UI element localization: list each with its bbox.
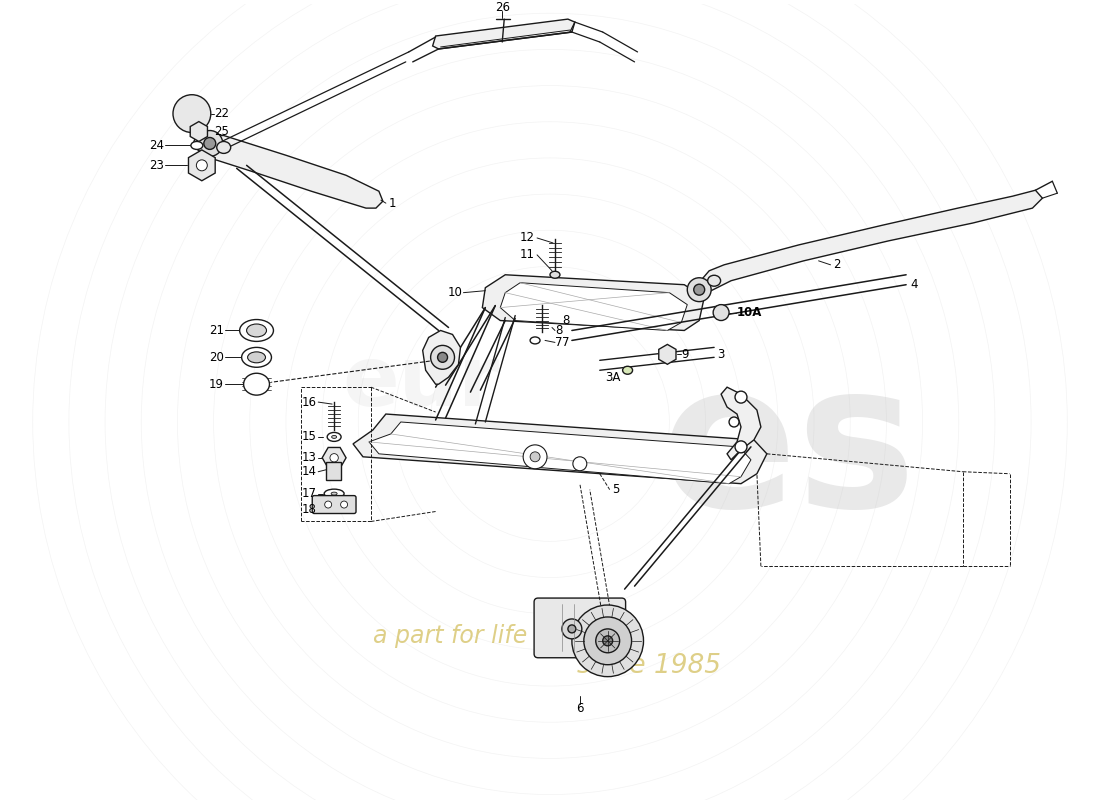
Bar — [327, 462, 341, 480]
Ellipse shape — [623, 366, 632, 374]
Ellipse shape — [324, 489, 344, 498]
Ellipse shape — [327, 433, 341, 442]
Text: 24: 24 — [148, 139, 164, 152]
Circle shape — [735, 441, 747, 453]
Circle shape — [735, 391, 747, 403]
Ellipse shape — [331, 492, 337, 495]
Text: 22: 22 — [213, 107, 229, 120]
Circle shape — [341, 501, 348, 508]
Polygon shape — [483, 274, 704, 330]
Ellipse shape — [550, 271, 560, 278]
Ellipse shape — [707, 275, 721, 286]
Text: 17: 17 — [301, 487, 316, 500]
Circle shape — [596, 629, 619, 653]
Polygon shape — [188, 150, 216, 181]
Text: 11: 11 — [520, 248, 535, 262]
Text: 18: 18 — [301, 503, 316, 516]
Text: since 1985: since 1985 — [578, 653, 722, 678]
Text: 7: 7 — [556, 336, 562, 349]
Ellipse shape — [191, 142, 202, 150]
Circle shape — [603, 636, 613, 646]
Circle shape — [324, 501, 331, 508]
Circle shape — [530, 452, 540, 462]
Text: 1: 1 — [388, 197, 396, 210]
Text: 25: 25 — [213, 125, 229, 138]
Text: es: es — [661, 354, 917, 550]
Text: 16: 16 — [301, 395, 316, 409]
Text: 6: 6 — [576, 702, 584, 715]
Circle shape — [573, 457, 586, 470]
Circle shape — [694, 284, 705, 295]
Polygon shape — [691, 190, 1043, 294]
Ellipse shape — [243, 374, 270, 395]
Text: 9: 9 — [681, 348, 689, 361]
Polygon shape — [500, 282, 688, 330]
Text: 3A: 3A — [605, 370, 620, 384]
Ellipse shape — [217, 142, 231, 154]
Text: 5: 5 — [612, 483, 619, 496]
Circle shape — [173, 94, 211, 133]
Ellipse shape — [240, 319, 274, 342]
Text: 3: 3 — [717, 348, 725, 361]
Text: 20: 20 — [209, 351, 223, 364]
Circle shape — [430, 346, 454, 370]
Text: 2: 2 — [834, 258, 842, 271]
Polygon shape — [659, 344, 676, 364]
Circle shape — [572, 605, 644, 677]
Text: 14: 14 — [301, 466, 316, 478]
Circle shape — [688, 278, 712, 302]
Circle shape — [562, 619, 582, 639]
Text: 7: 7 — [562, 336, 570, 349]
Text: 4: 4 — [910, 278, 917, 291]
Circle shape — [713, 305, 729, 321]
Text: eur: eur — [342, 342, 499, 422]
Circle shape — [438, 352, 448, 362]
FancyBboxPatch shape — [535, 598, 626, 658]
Ellipse shape — [246, 324, 266, 337]
Text: 23: 23 — [150, 159, 164, 172]
Text: 21: 21 — [209, 324, 223, 337]
Text: 10A: 10A — [737, 306, 762, 319]
Ellipse shape — [248, 352, 265, 363]
Polygon shape — [368, 422, 751, 484]
Polygon shape — [422, 330, 461, 384]
Circle shape — [729, 417, 739, 427]
Text: 13: 13 — [301, 451, 316, 464]
Text: 8: 8 — [556, 324, 562, 337]
Polygon shape — [722, 387, 761, 460]
Circle shape — [204, 138, 216, 150]
FancyBboxPatch shape — [312, 496, 356, 514]
Circle shape — [197, 160, 207, 171]
Polygon shape — [194, 131, 383, 208]
Ellipse shape — [242, 347, 272, 367]
Polygon shape — [432, 19, 575, 49]
Polygon shape — [190, 122, 208, 142]
Circle shape — [568, 625, 576, 633]
Polygon shape — [322, 447, 346, 468]
Text: 19: 19 — [209, 378, 223, 390]
Text: 8: 8 — [562, 314, 570, 327]
Circle shape — [330, 454, 339, 462]
Circle shape — [584, 617, 631, 665]
Ellipse shape — [530, 337, 540, 344]
Text: 15: 15 — [301, 430, 316, 443]
Text: 26: 26 — [495, 1, 509, 14]
Circle shape — [197, 130, 222, 156]
Ellipse shape — [331, 435, 337, 438]
Text: 10: 10 — [448, 286, 462, 299]
Text: a part for life: a part for life — [373, 624, 528, 648]
Text: 12: 12 — [520, 231, 535, 245]
Circle shape — [524, 445, 547, 469]
Polygon shape — [353, 414, 767, 484]
